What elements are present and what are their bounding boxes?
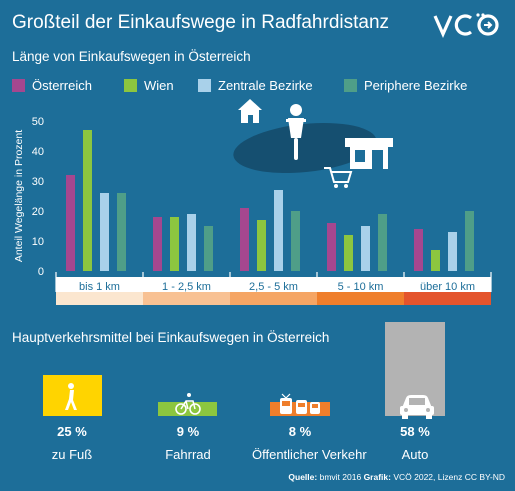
- x-tick-label: bis 1 km: [79, 281, 120, 293]
- legend-swatch: [124, 78, 137, 92]
- y-tick-label: 0: [38, 266, 44, 278]
- y-tick-label: 40: [32, 146, 44, 158]
- shopping-cart-icon: [324, 167, 353, 188]
- bar: [187, 214, 196, 271]
- x-tick-label: 2,5 - 5 km: [249, 281, 298, 293]
- cyclist-icon: [286, 104, 306, 160]
- bar: [170, 217, 179, 271]
- road-shape: [233, 122, 377, 174]
- x-tick-label: 1 - 2,5 km: [162, 281, 211, 293]
- bar: [291, 211, 300, 271]
- legend-label: Wien: [144, 77, 174, 93]
- x-tick-label: 5 - 10 km: [338, 281, 384, 293]
- category-color-band: [143, 292, 230, 305]
- infographic-title: Großteil der Einkaufswege in Radfahrdist…: [12, 12, 390, 33]
- bar: [100, 193, 109, 271]
- shop-icon: [345, 138, 393, 169]
- mode-label: Öffentlicher Verkehr: [252, 447, 367, 462]
- mode-label: Auto: [401, 447, 429, 462]
- bar: [83, 130, 92, 271]
- bar: [240, 208, 249, 271]
- legend-item-periphere-bezirke: Periphere Bezirke: [344, 77, 467, 93]
- y-tick-label: 50: [32, 116, 44, 128]
- mode-label: Fahrrad: [165, 447, 211, 462]
- bicycle-icon: [175, 393, 201, 415]
- mode-car: 58 % Auto: [367, 424, 463, 462]
- mode-value: 58 %: [400, 424, 430, 439]
- legend-item-zentrale-bezirke: Zentrale Bezirke: [198, 77, 313, 93]
- bar: [117, 193, 126, 271]
- y-axis-title: Anteil Wegelänge in Prozent: [13, 130, 25, 262]
- bar: [257, 220, 266, 271]
- mode-label: zu Fuß: [51, 447, 93, 462]
- section-title-transport: Hauptverkehrsmittel bei Einkaufswegen in…: [12, 330, 330, 345]
- category-color-band: [56, 292, 143, 305]
- legend-swatch: [198, 78, 211, 92]
- bus-tram-icon: [280, 393, 320, 414]
- house-icon: [238, 99, 262, 123]
- category-color-band: [404, 292, 491, 305]
- bar: [414, 229, 423, 271]
- legend-swatch: [12, 78, 25, 92]
- mode-value: 8 %: [288, 424, 312, 439]
- bar: [204, 226, 213, 271]
- source-label: Quelle:: [288, 472, 318, 482]
- bar: [361, 226, 370, 271]
- car-icon: [400, 395, 434, 419]
- x-tick-label: über 10 km: [420, 281, 475, 293]
- bar: [448, 232, 457, 271]
- mode-public-transport: 8 % Öffentlicher Verkehr: [252, 424, 367, 462]
- legend-label: Österreich: [32, 77, 92, 93]
- category-color-band: [317, 292, 404, 305]
- y-tick-label: 30: [32, 176, 44, 188]
- vco-logo: [433, 13, 499, 38]
- pedestrian-icon: [65, 383, 77, 410]
- mode-walking: 25 % zu Fuß: [24, 424, 120, 462]
- bar: [378, 214, 387, 271]
- bar: [274, 190, 283, 271]
- bar: [153, 217, 162, 271]
- legend-swatch: [344, 78, 357, 92]
- x-axis-band: [56, 277, 491, 292]
- mode-bicycle: 9 % Fahrrad: [140, 424, 236, 462]
- legend-item-wien: Wien: [124, 77, 174, 93]
- source-text: bmvit 2016: [319, 472, 362, 482]
- mode-value: 25 %: [57, 424, 87, 439]
- bar: [327, 223, 336, 271]
- bar: [431, 250, 440, 271]
- chart-title: Länge von Einkaufswegen in Österreich: [12, 49, 251, 64]
- bar: [344, 235, 353, 271]
- mode-value: 9 %: [176, 424, 200, 439]
- bar: [465, 211, 474, 271]
- legend-label: Periphere Bezirke: [364, 77, 468, 93]
- legend-label: Zentrale Bezirke: [218, 77, 313, 93]
- bar: [66, 175, 75, 271]
- graphic-text: VCÖ 2022, Lizenz CC BY-ND: [393, 472, 505, 482]
- illustration-cycling-to-shop: [233, 99, 393, 188]
- legend-item-oesterreich: Österreich: [12, 77, 92, 93]
- source-credit: Quelle: bmvit 2016 Grafik: VCÖ 2022, Liz…: [288, 472, 505, 482]
- graphic-label: Grafik:: [363, 472, 391, 482]
- y-tick-label: 10: [32, 236, 44, 248]
- y-tick-label: 20: [32, 206, 44, 218]
- category-color-band: [230, 292, 317, 305]
